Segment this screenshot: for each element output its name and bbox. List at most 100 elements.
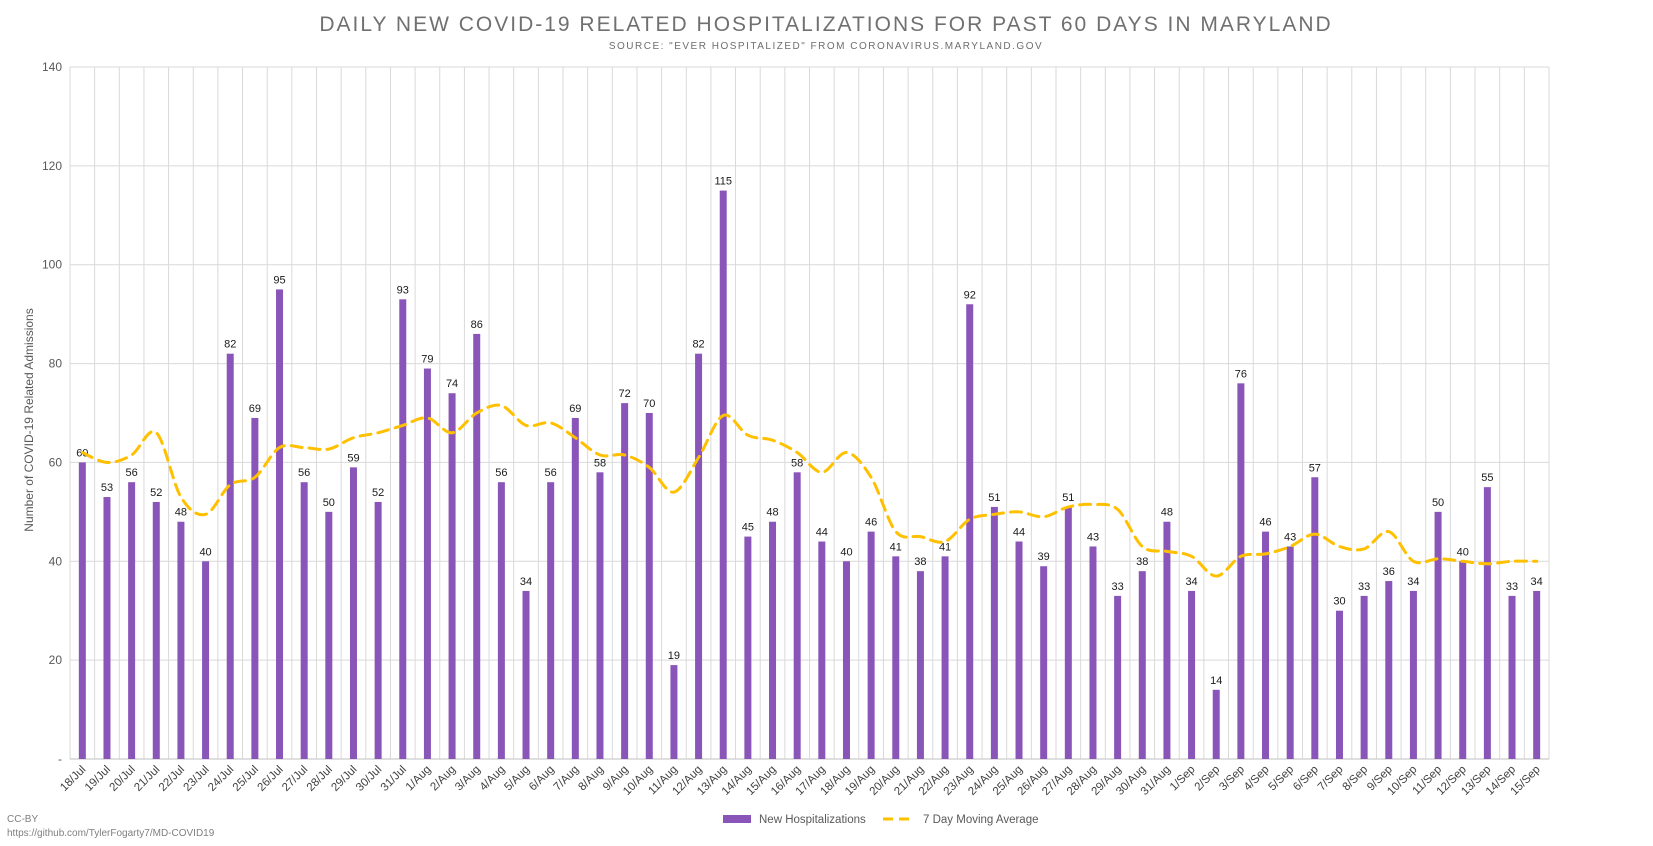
bar-data-label: 51: [1062, 492, 1074, 504]
bar: [1015, 541, 1023, 759]
y-tick-label: 120: [42, 159, 62, 173]
bar-data-label: 57: [1309, 462, 1321, 474]
bar-data-label: 52: [150, 487, 162, 499]
bar-data-label: 34: [520, 576, 532, 588]
bar: [202, 561, 210, 759]
x-tick-label: 1/Aug: [404, 764, 434, 794]
bar: [769, 521, 777, 759]
x-tick-label: 19/Jul: [83, 764, 113, 794]
moving-average-line: [80, 403, 1539, 578]
legend: New Hospitalizations 7 Day Moving Averag…: [723, 814, 1039, 826]
x-tick-label: 7/Sep: [1316, 764, 1346, 794]
bar-data-label: 40: [840, 546, 852, 558]
bar: [78, 462, 86, 759]
bar: [497, 482, 505, 759]
bar: [177, 521, 185, 759]
bar: [941, 556, 949, 759]
x-tick-label: 24/Jul: [206, 764, 236, 794]
bar-data-label: 50: [1432, 497, 1444, 509]
bar-data-label: 30: [1333, 596, 1345, 608]
chart-subtitle: SOURCE: "EVER HOSPITALIZED" FROM CORONAV…: [609, 41, 1043, 52]
bar-data-label: 46: [865, 517, 877, 529]
bar-data-label: 34: [1185, 576, 1197, 588]
x-tick-label: 2/Aug: [428, 764, 458, 794]
bar: [1459, 561, 1467, 759]
x-tick-label: 4/Aug: [478, 764, 508, 794]
bar: [1138, 571, 1146, 759]
bar-data-label: 56: [495, 467, 507, 479]
bar: [719, 190, 727, 760]
y-tick-label: 80: [49, 357, 63, 371]
bar-data-label: 38: [1136, 556, 1148, 568]
bar-data-label: 40: [1457, 546, 1469, 558]
x-tick-label: 29/Jul: [329, 764, 359, 794]
bar: [1360, 595, 1368, 759]
bar: [423, 368, 431, 759]
bar: [990, 506, 998, 759]
x-tick-label: 22/Jul: [157, 764, 187, 794]
bar: [276, 289, 284, 759]
bar-data-label: 69: [249, 403, 261, 415]
bar-data-label: 43: [1284, 531, 1296, 543]
bar-data-label: 41: [939, 541, 951, 553]
x-tick-label: 27/Jul: [280, 764, 310, 794]
bar: [892, 556, 900, 759]
bar: [1262, 531, 1270, 759]
bar: [374, 501, 382, 759]
bar-data-label: 38: [914, 556, 926, 568]
bar: [621, 403, 629, 759]
x-tick-label: 3/Sep: [1217, 764, 1247, 794]
x-tick-label: 31/Jul: [379, 764, 409, 794]
bar: [1237, 383, 1245, 759]
bar: [1434, 511, 1442, 759]
x-tick-label: 21/Jul: [132, 764, 162, 794]
bar-data-label: 115: [714, 176, 732, 188]
bars-new-hospitalizations: [78, 190, 1541, 760]
bar: [473, 333, 481, 759]
bar-data-label: 45: [742, 522, 754, 534]
bar: [596, 472, 604, 759]
x-tick-label: 5/Sep: [1267, 764, 1297, 794]
bar-data-label: 40: [199, 546, 211, 558]
bar: [522, 590, 530, 759]
x-axis-ticks: 18/Jul19/Jul20/Jul21/Jul22/Jul23/Jul24/J…: [58, 764, 1543, 798]
bar-data-label: 36: [1383, 566, 1395, 578]
bar-data-label: 19: [668, 650, 680, 662]
bar: [448, 393, 456, 759]
bar: [1188, 590, 1196, 759]
bar: [1089, 546, 1097, 759]
bar-data-label: 86: [471, 319, 483, 331]
bar-data-label: 14: [1210, 675, 1222, 687]
bar-data-label: 58: [791, 457, 803, 469]
chart-title: DAILY NEW COVID-19 RELATED HOSPITALIZATI…: [319, 13, 1332, 36]
bar: [226, 353, 234, 759]
bar-data-label: 33: [1506, 581, 1518, 593]
bar-data-label: 33: [1112, 581, 1124, 593]
x-tick-label: 7/Aug: [552, 764, 582, 794]
bar: [1286, 546, 1294, 759]
bar: [1335, 610, 1343, 759]
x-tick-label: 30/Jul: [354, 764, 384, 794]
bar-data-label: 52: [372, 487, 384, 499]
bar: [1508, 595, 1516, 759]
bar-data-label: 70: [643, 398, 655, 410]
bar-data-label: 44: [816, 527, 828, 539]
bar-data-label: 33: [1358, 581, 1370, 593]
x-tick-label: 20/Jul: [108, 764, 138, 794]
y-tick-label: 60: [49, 455, 63, 469]
y-tick-label: 100: [42, 258, 62, 272]
bar: [1483, 487, 1491, 759]
footer-license: CC-BY: [7, 814, 38, 825]
bar-data-label: 76: [1235, 368, 1247, 380]
bar: [1311, 477, 1319, 759]
bar-data-label: 59: [347, 452, 359, 464]
bar-data-label: 72: [619, 388, 631, 400]
bar-data-label: 48: [1161, 507, 1173, 519]
bar-data-label: 34: [1531, 576, 1543, 588]
x-tick-label: 8/Aug: [576, 764, 606, 794]
bar: [349, 467, 357, 759]
legend-label-new-hospitalizations: New Hospitalizations: [759, 814, 866, 826]
bar-data-label: 55: [1481, 472, 1493, 484]
bar-data-label: 34: [1407, 576, 1419, 588]
y-tick-label: -: [58, 752, 62, 766]
